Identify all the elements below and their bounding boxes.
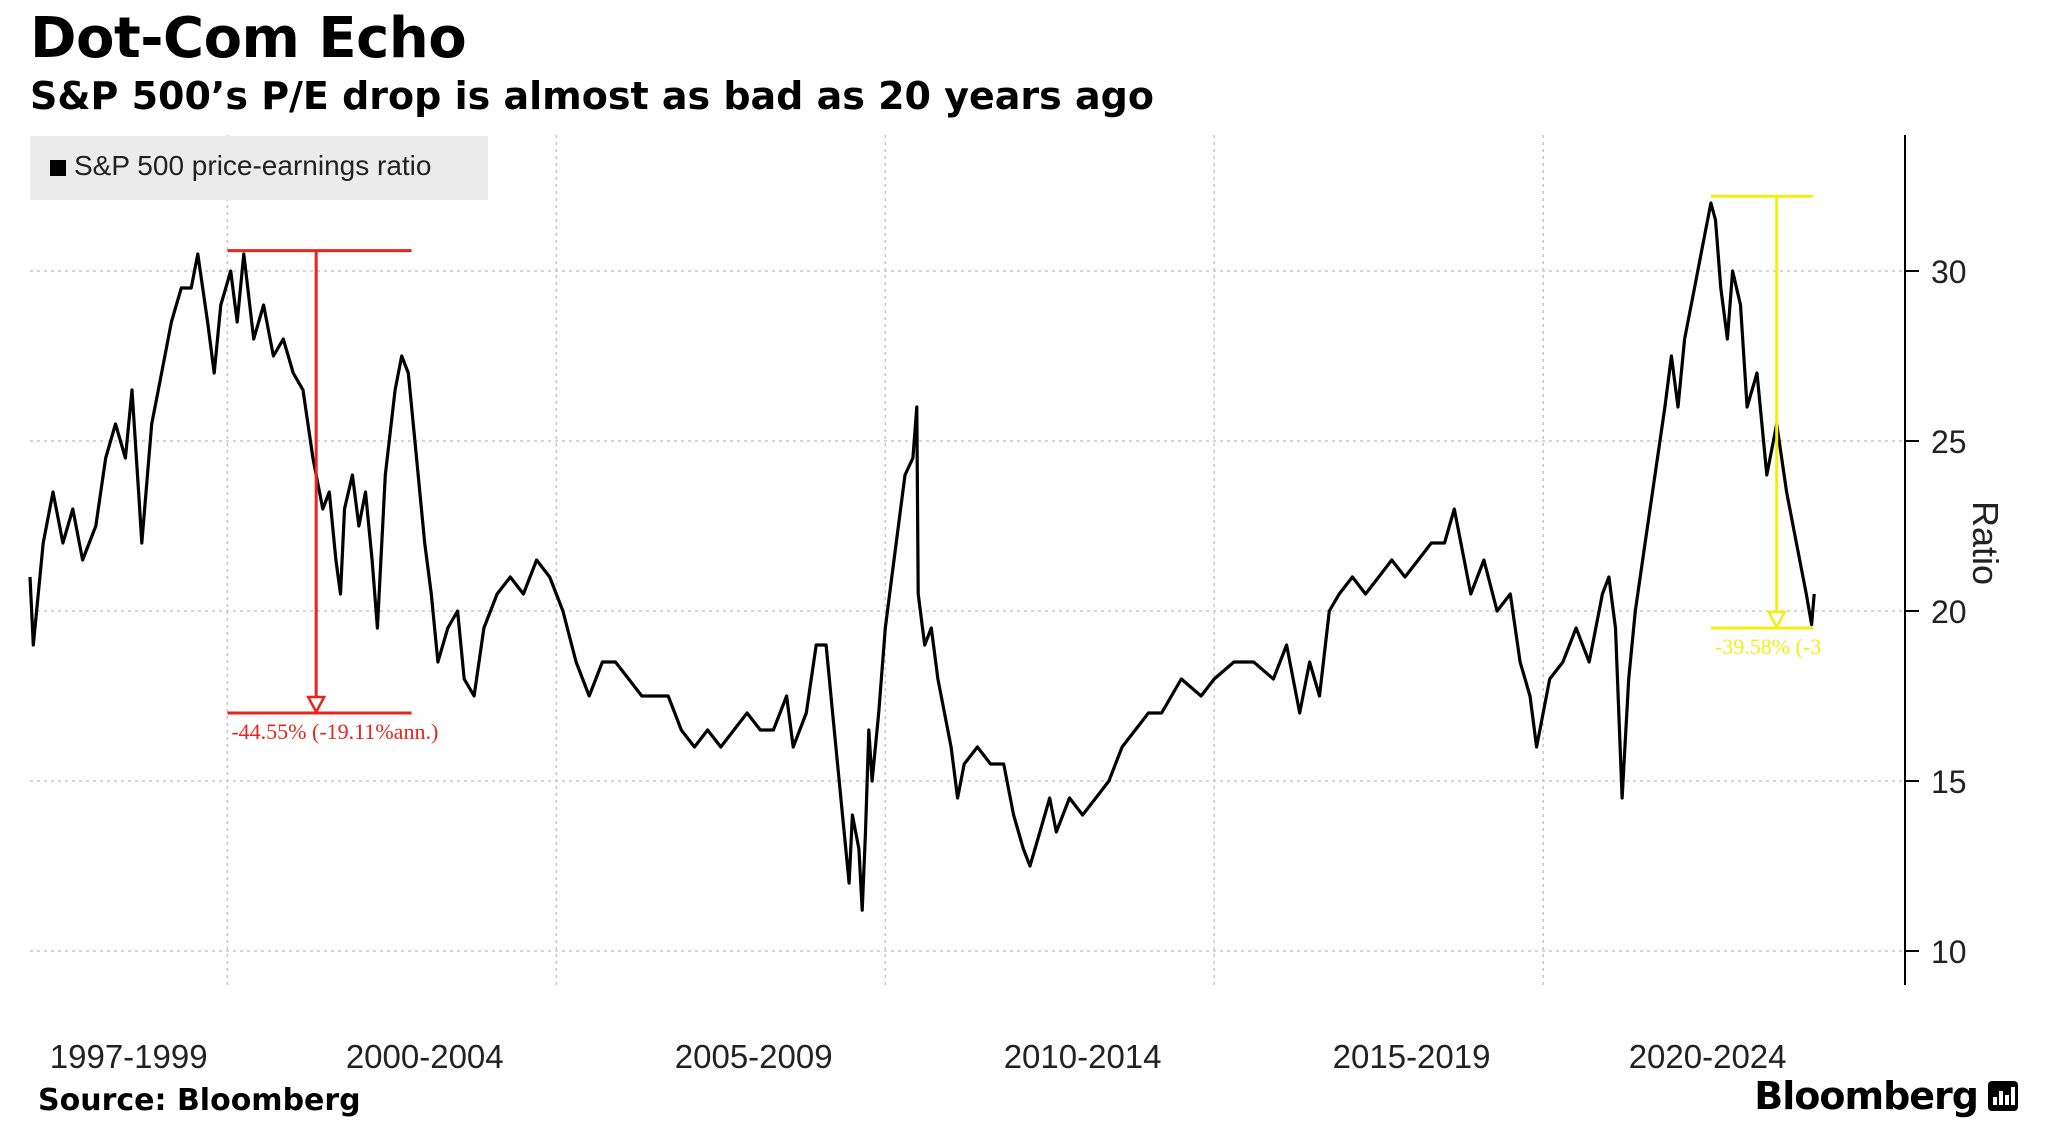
x-tick-label: 2015-2019 bbox=[1333, 1038, 1491, 1075]
legend-label: S&P 500 price-earnings ratio bbox=[74, 150, 432, 181]
brand-logo-text: Bloomberg bbox=[1754, 1074, 1979, 1118]
y-tick-label: 20 bbox=[1931, 594, 1967, 630]
source-note: Source: Bloomberg bbox=[38, 1083, 361, 1118]
y-tick-label: 10 bbox=[1931, 934, 1967, 970]
x-tick-label: 2000-2004 bbox=[346, 1038, 504, 1075]
y-tick-label: 30 bbox=[1931, 254, 1967, 290]
drawdown-arrow-head bbox=[1766, 610, 1787, 630]
drawdown-label: -44.55% (-19.11%ann.) bbox=[231, 719, 438, 744]
y-tick-label: 15 bbox=[1931, 764, 1967, 800]
x-tick-label: 2010-2014 bbox=[1004, 1038, 1162, 1075]
pe-ratio-line bbox=[28, 201, 1816, 912]
chart-legend: S&P 500 price-earnings ratio bbox=[30, 136, 488, 200]
drawdown-label: -39.58% (-3 bbox=[1715, 634, 1821, 659]
x-tick-label: 1997-1999 bbox=[50, 1038, 208, 1075]
x-tick-label: 2005-2009 bbox=[675, 1038, 833, 1075]
legend-swatch bbox=[50, 160, 66, 176]
y-axis-label: Ratio bbox=[1965, 501, 2006, 585]
x-tick-label: 2020-2024 bbox=[1629, 1038, 1787, 1075]
chart-title: Dot-Com Echo bbox=[30, 6, 467, 71]
chart-icon bbox=[1988, 1081, 2018, 1111]
chart-subtitle: S&P 500’s P/E drop is almost as bad as 2… bbox=[30, 74, 1154, 118]
y-tick-label: 25 bbox=[1931, 424, 1967, 460]
drawdown-arrow-head bbox=[306, 695, 327, 715]
